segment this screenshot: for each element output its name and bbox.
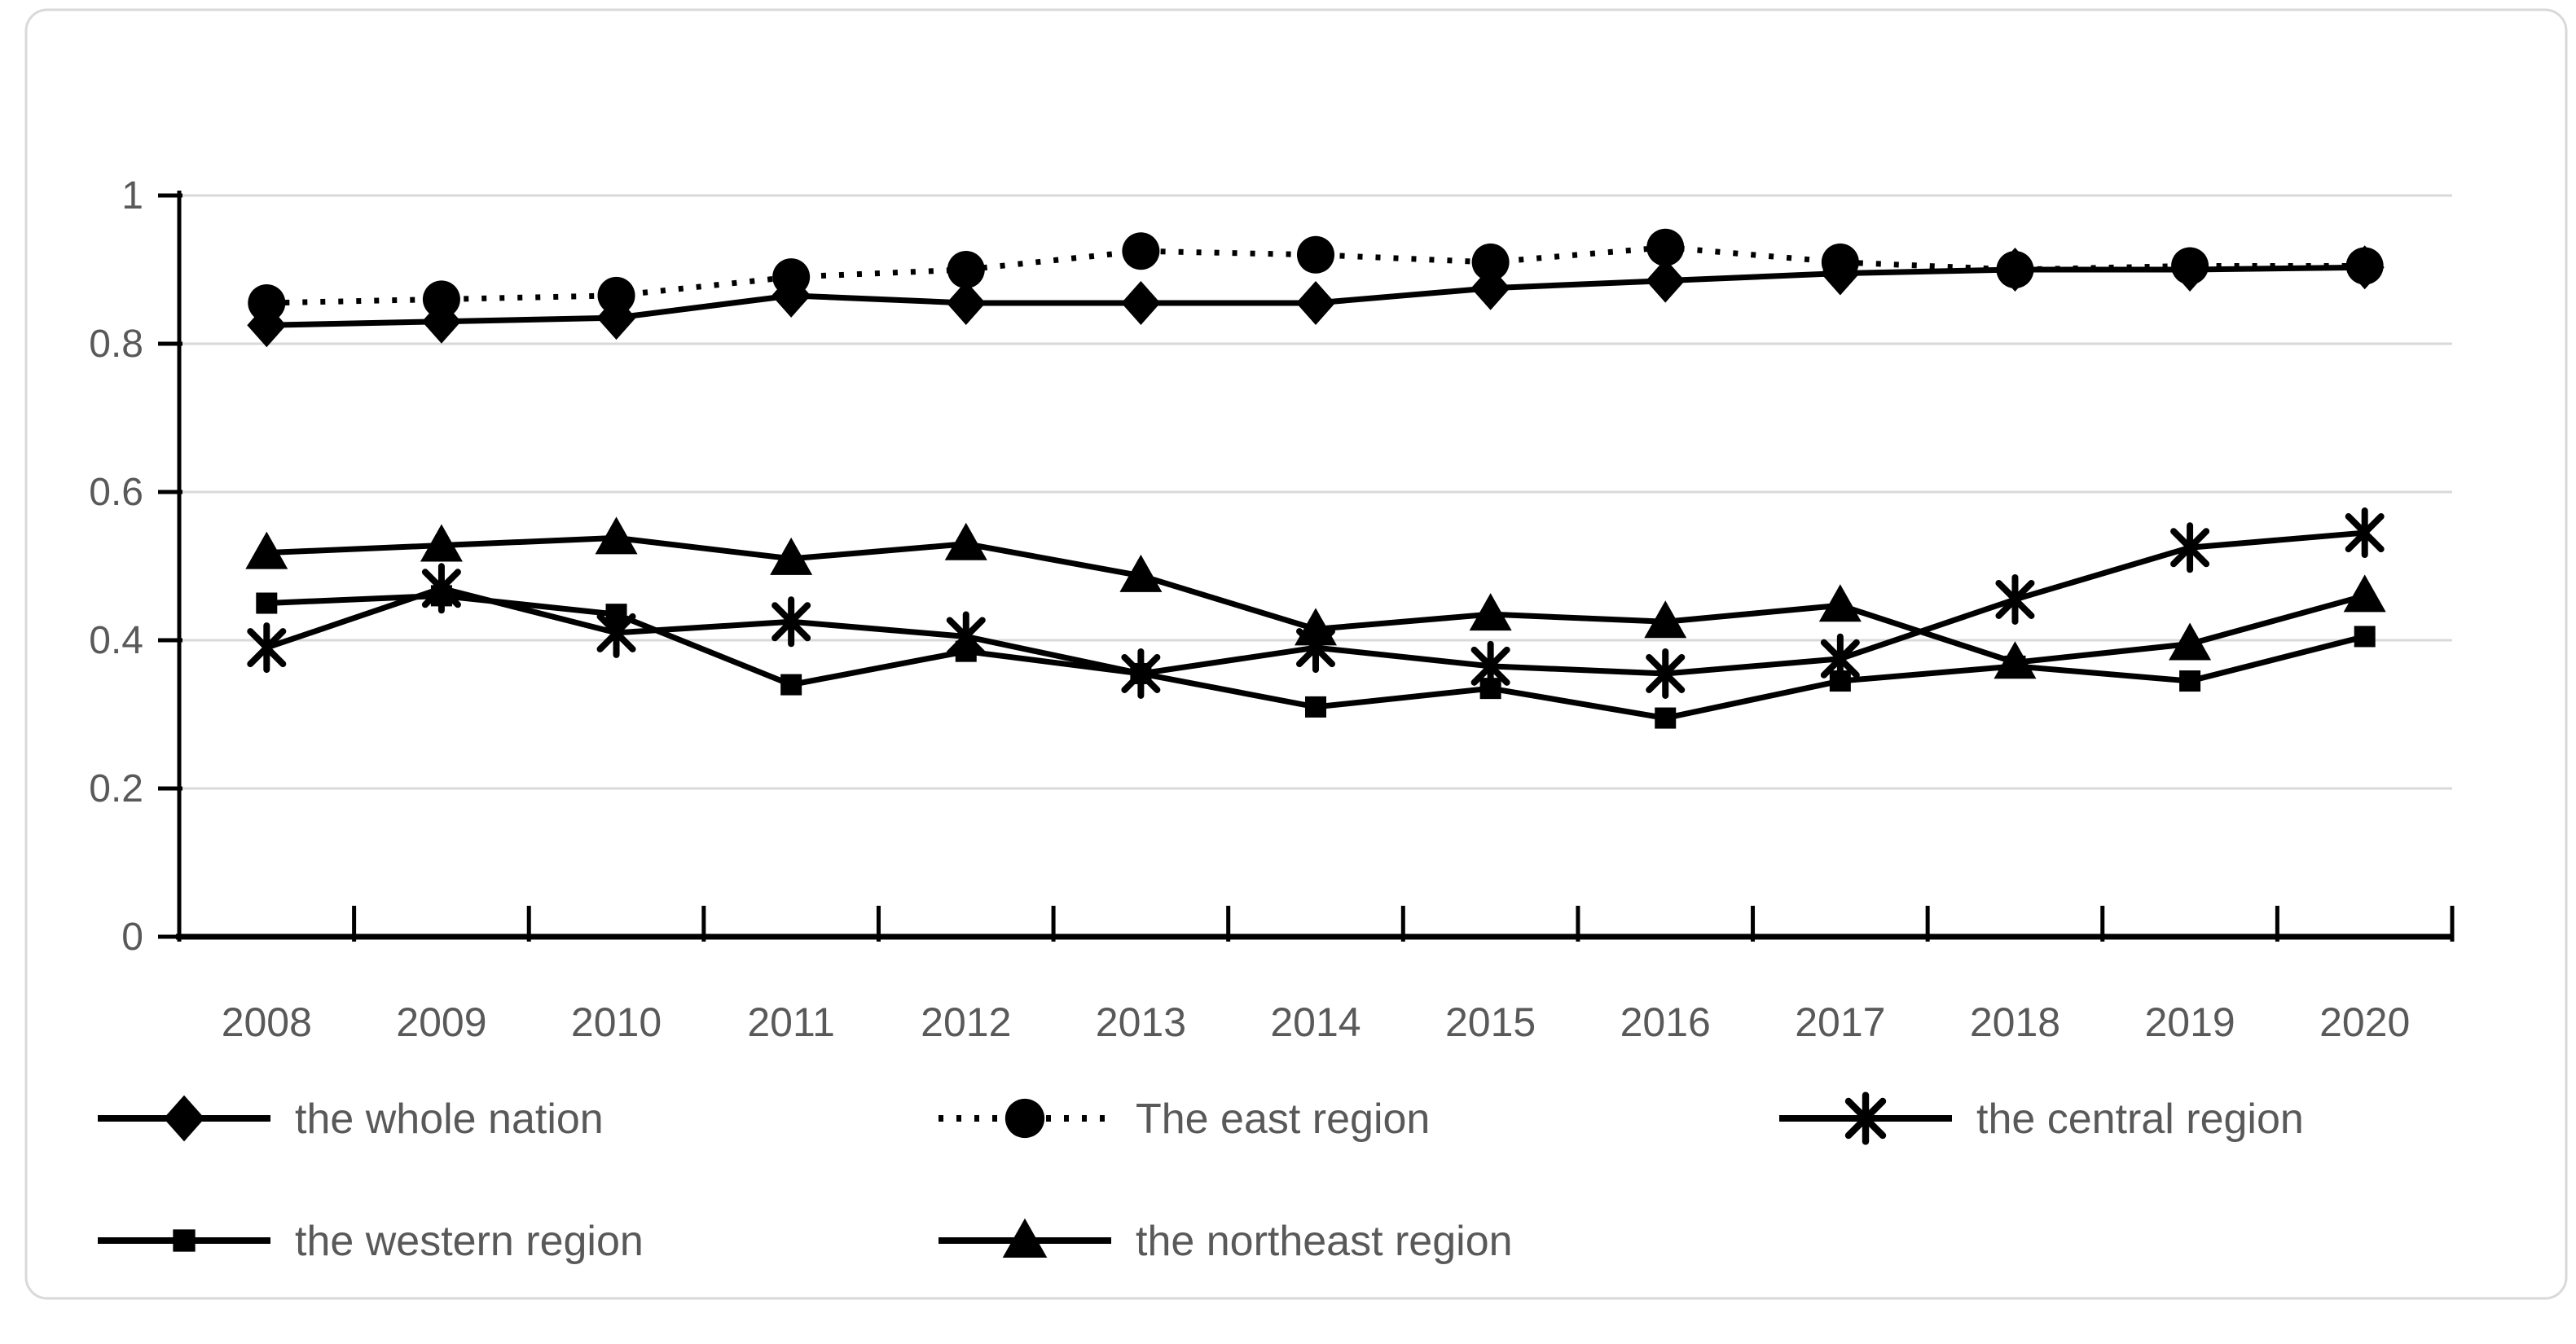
- circle-marker: [248, 283, 286, 322]
- x-tick-label: 2015: [1445, 999, 1536, 1045]
- circle-marker: [422, 280, 460, 318]
- triangle-marker: [1818, 584, 1862, 622]
- diamond-marker: [1995, 248, 2035, 292]
- asterisk-marker: [946, 611, 986, 662]
- diamond-marker: [771, 273, 811, 318]
- asterisk-marker: [421, 563, 461, 614]
- triangle-marker: [1469, 593, 1512, 631]
- circle-marker: [1471, 243, 1510, 281]
- legend-label: The east region: [1136, 1096, 1430, 1143]
- asterisk-marker: [596, 607, 636, 658]
- square-marker: [2004, 655, 2026, 677]
- legend-label: the central region: [1976, 1096, 2304, 1143]
- square-marker: [2179, 670, 2201, 692]
- x-tick-label: 2013: [1096, 999, 1186, 1045]
- asterisk-marker: [1844, 1091, 1887, 1145]
- legend-item-circle: The east region: [939, 1096, 1430, 1143]
- asterisk-marker: [771, 596, 811, 648]
- y-axis: 0 0.2 0.4 0.6 0.8 1: [89, 174, 182, 959]
- y-tick-label: 0.6: [89, 471, 143, 514]
- asterisk-marker: [2345, 507, 2385, 559]
- series-the-whole-nation: [247, 245, 2385, 348]
- triangle-marker: [1119, 554, 1163, 592]
- diamond-marker: [421, 299, 461, 344]
- diamond-marker: [2170, 248, 2210, 292]
- x-tick-label: 2020: [2319, 999, 2410, 1045]
- circle-marker: [1122, 232, 1160, 270]
- x-tick-label: 2017: [1795, 999, 1885, 1045]
- square-marker: [2354, 626, 2376, 648]
- x-tick-label: 2010: [571, 999, 662, 1045]
- asterisk-marker: [1470, 640, 1510, 692]
- asterisk-marker: [1995, 573, 2035, 625]
- triangle-marker: [2169, 622, 2212, 661]
- x-tick-label: 2011: [747, 999, 835, 1045]
- triangle-marker: [770, 537, 813, 575]
- legend: the whole nation The east region the centr…: [98, 1091, 2304, 1265]
- x-tick-label: 2014: [1270, 999, 1361, 1045]
- x-tick-label: 2008: [222, 999, 312, 1045]
- legend-label: the whole nation: [295, 1096, 604, 1143]
- circle-marker: [1297, 235, 1334, 274]
- triangle-marker: [2343, 574, 2386, 613]
- circle-marker: [1004, 1098, 1045, 1139]
- legend-item-square: the western region: [98, 1218, 644, 1265]
- square-marker: [256, 592, 278, 614]
- triangle-marker: [1002, 1218, 1048, 1258]
- y-tick-label: 0.2: [89, 767, 143, 810]
- legend-label: the western region: [295, 1218, 644, 1265]
- square-marker: [173, 1229, 196, 1252]
- circle-marker: [1646, 228, 1685, 266]
- series-the-central-region: [247, 507, 2385, 699]
- square-marker: [1655, 707, 1677, 729]
- asterisk-marker: [2170, 522, 2210, 573]
- diamond-marker: [2345, 245, 2385, 290]
- y-tick-label: 1: [121, 174, 143, 217]
- chart-frame: [24, 8, 2568, 1300]
- circle-marker: [597, 276, 635, 314]
- triangle-marker: [595, 516, 638, 555]
- x-tick-label: 2009: [396, 999, 486, 1045]
- square-marker: [1305, 696, 1326, 718]
- diamond-marker: [946, 280, 986, 325]
- y-tick-label: 0.4: [89, 619, 143, 662]
- diamond-marker: [247, 303, 287, 348]
- legend-item-triangle: the northeast region: [939, 1218, 1513, 1265]
- y-tick-label: 0.8: [89, 323, 143, 366]
- x-tick-label: 2012: [921, 999, 1011, 1045]
- diamond-marker: [1296, 280, 1335, 325]
- asterisk-marker: [1820, 633, 1860, 684]
- x-tick-label: 2018: [1970, 999, 2060, 1045]
- y-tick-label: 0: [121, 916, 143, 959]
- diamond-marker: [1820, 251, 1860, 296]
- x-tick-label: 2016: [1620, 999, 1711, 1045]
- triangle-marker: [944, 522, 987, 560]
- diamond-marker: [163, 1095, 205, 1142]
- legend-label: the northeast region: [1136, 1218, 1513, 1265]
- diamond-marker: [1470, 266, 1510, 310]
- triangle-marker: [1644, 600, 1687, 639]
- asterisk-marker: [1121, 648, 1161, 699]
- x-axis: 2008 2009 2010 2011 2012 2013 2014 2015 2016 2017…: [177, 906, 2455, 1045]
- diamond-marker: [1121, 280, 1161, 325]
- legend-item-asterisk: the central region: [1779, 1091, 2304, 1145]
- square-marker: [780, 674, 802, 696]
- circle-marker: [947, 251, 985, 288]
- triangle-marker: [245, 531, 288, 569]
- legend-item-diamond: the whole nation: [98, 1095, 604, 1143]
- x-tick-label: 2019: [2144, 999, 2235, 1045]
- asterisk-marker: [1646, 648, 1686, 699]
- asterisk-marker: [1296, 622, 1335, 674]
- triangle-marker: [420, 524, 463, 562]
- diamond-marker: [1646, 258, 1686, 303]
- asterisk-marker: [247, 622, 287, 674]
- diamond-marker: [596, 296, 636, 340]
